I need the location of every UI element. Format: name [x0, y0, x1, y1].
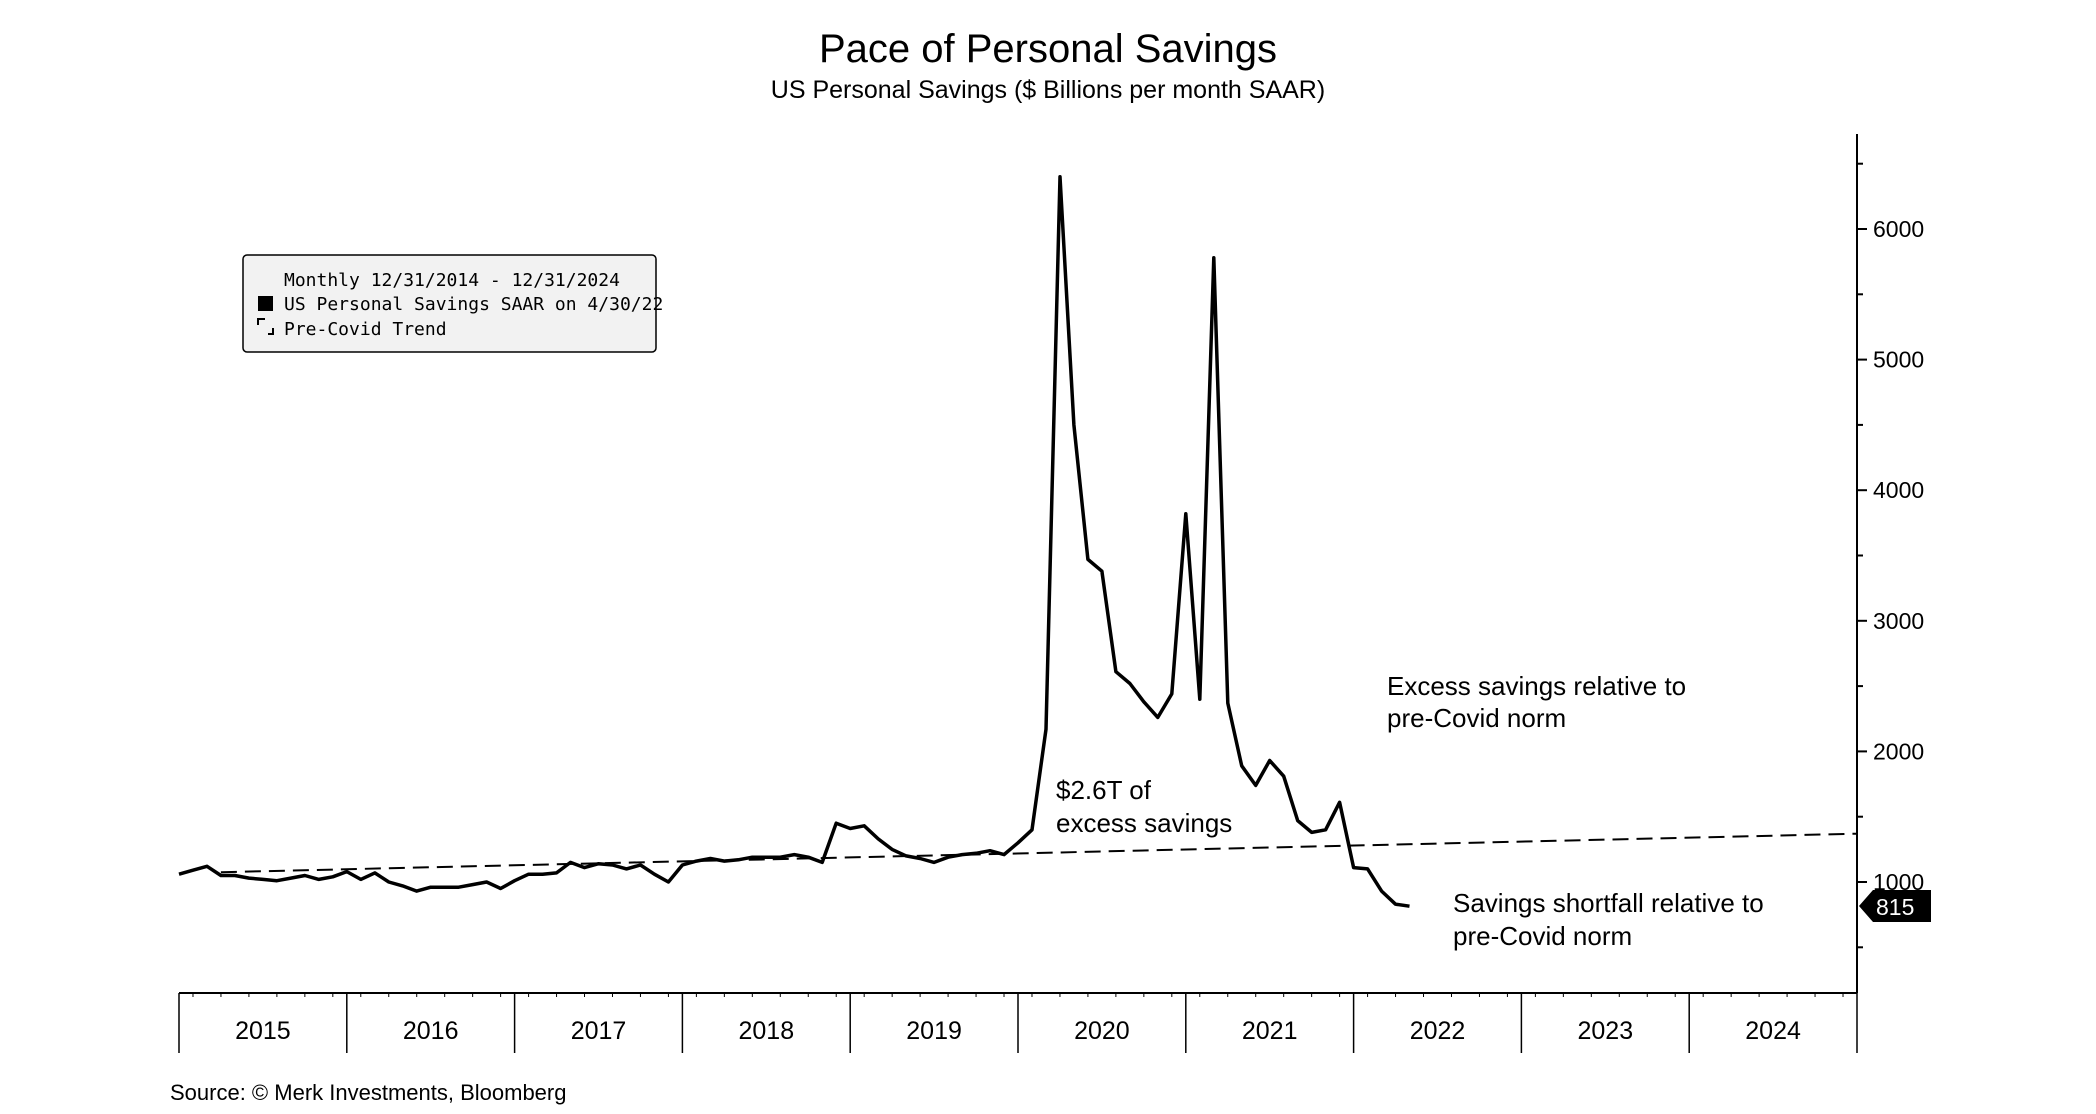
trillion-annotation-line2: excess savings: [1056, 808, 1232, 838]
x-year-label: 2022: [1410, 1017, 1466, 1045]
personal-savings-line: [178, 175, 1410, 908]
last-value-label: 815: [1876, 894, 1914, 920]
y-tick-label: 6000: [1873, 216, 1924, 242]
x-year-label: 2019: [906, 1017, 962, 1045]
x-year-label: 2020: [1074, 1017, 1130, 1045]
chart-title: Pace of Personal Savings: [819, 27, 1277, 71]
chart-subtitle: US Personal Savings ($ Billions per mont…: [771, 76, 1325, 104]
legend-entry-trend: Pre-Covid Trend: [284, 319, 447, 340]
excess-annotation-line1: Excess savings relative to: [1387, 671, 1686, 701]
excess-savings-annotation: Excess savings relative to pre-Covid nor…: [1387, 671, 1686, 733]
trillion-annotation-line1: $2.6T of: [1056, 775, 1152, 805]
legend: Monthly 12/31/2014 - 12/31/2024 US Perso…: [242, 254, 663, 353]
pre-covid-trend-line: [220, 832, 1858, 874]
y-tick-label: 2000: [1873, 738, 1924, 764]
legend-header: Monthly 12/31/2014 - 12/31/2024: [284, 270, 620, 291]
series-layer: [178, 175, 1858, 908]
source-note: Source: © Merk Investments, Bloomberg: [170, 1080, 566, 1105]
last-value-tag: 815: [1859, 890, 1931, 922]
x-year-label: 2015: [235, 1017, 291, 1045]
legend-box: [242, 254, 657, 353]
y-tick-label: 5000: [1873, 347, 1924, 373]
legend-dashed-swatch-icon: [257, 318, 274, 335]
x-year-label: 2017: [571, 1017, 627, 1045]
x-year-label: 2021: [1242, 1017, 1298, 1045]
last-value-tag-shape: [1859, 890, 1931, 922]
shortfall-annotation-line2: pre-Covid norm: [1453, 921, 1632, 951]
x-year-label: 2023: [1577, 1017, 1633, 1045]
trillion-annotation: $2.6T of excess savings: [1056, 775, 1232, 838]
legend-solid-swatch-icon: [258, 296, 273, 311]
excess-annotation-line2: pre-Covid norm: [1387, 703, 1566, 733]
x-year-label: 2024: [1745, 1017, 1801, 1045]
y-tick-label: 4000: [1873, 477, 1924, 503]
x-axis-ticks: 2015 2016 2017 2018 2019 2020 2021 2022 2023 2024: [178, 993, 1858, 1053]
x-year-label: 2018: [738, 1017, 794, 1045]
shortfall-annotation: Savings shortfall relative to pre-Covid …: [1453, 888, 1764, 951]
legend-entry-savings: US Personal Savings SAAR on 4/30/22: [284, 294, 663, 315]
y-tick-label: 3000: [1873, 608, 1924, 634]
shortfall-annotation-line1: Savings shortfall relative to: [1453, 888, 1764, 918]
x-year-label: 2016: [403, 1017, 459, 1045]
